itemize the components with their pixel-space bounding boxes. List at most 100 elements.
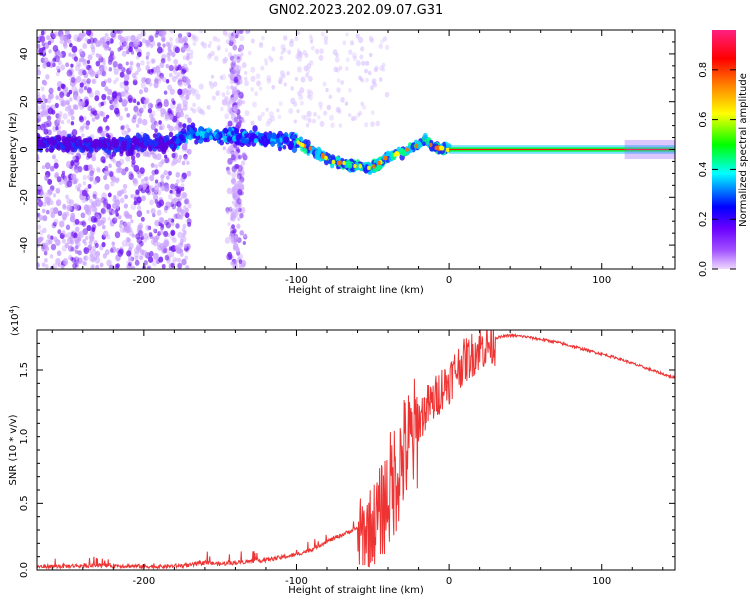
spectrogram-cell	[54, 158, 59, 165]
spectrogram-cell	[172, 100, 176, 105]
spectrogram-cell	[177, 64, 182, 71]
spectrogram-cell	[95, 60, 101, 67]
spectrogram-cell	[377, 160, 381, 166]
spectrogram-cell	[92, 206, 97, 212]
spectrogram-cell	[242, 154, 248, 161]
spectrogram-cell	[238, 259, 243, 264]
spectrogram-cell	[317, 115, 321, 120]
spectrogram-cell	[70, 63, 74, 68]
spectrogram-cell	[311, 118, 317, 124]
spectrogram-cell	[370, 121, 375, 127]
spectrogram-cell	[371, 78, 377, 85]
spectrogram-cell	[223, 96, 229, 103]
spectrogram-cell	[149, 174, 155, 182]
spectrogram-cell	[298, 142, 303, 147]
spectrogram-cell	[46, 234, 51, 240]
spectrogram-cell	[74, 88, 79, 94]
spectrogram-cell	[178, 121, 183, 128]
spectrogram-cell	[232, 104, 238, 112]
spectrogram-cell	[143, 87, 149, 93]
spectrogram-cell	[258, 42, 264, 49]
spectrogram-cell	[89, 198, 93, 204]
spectrogram-cell	[280, 50, 284, 55]
spectrogram-cell	[342, 40, 347, 46]
spectrogram-cell	[154, 169, 159, 175]
spectrogram-cell	[156, 209, 162, 216]
spectrogram-cell	[55, 126, 59, 131]
spectrogram-cell	[160, 159, 165, 165]
spectrogram-cell	[53, 236, 58, 242]
spectrogram-cell	[107, 77, 112, 84]
spectrogram-cell	[177, 158, 182, 164]
spectrogram-cell	[44, 264, 49, 269]
spectrogram-cell	[180, 183, 185, 189]
spectrogram-cell	[303, 65, 309, 72]
spectrogram-cell	[40, 86, 45, 92]
spectrogram-cell	[165, 79, 170, 84]
spectrogram-cell	[368, 70, 372, 76]
spectrogram-cell	[368, 35, 374, 42]
spectrogram-cell	[359, 54, 364, 60]
spectrogram-cell	[118, 162, 122, 167]
spectrogram-cell	[100, 196, 106, 204]
spectrogram-cell	[112, 203, 117, 209]
spectrogram-cell	[184, 114, 189, 120]
spectrogram-cell	[226, 147, 232, 155]
spectrogram-cell	[75, 241, 81, 248]
spectrogram-cell	[166, 124, 171, 129]
spectrogram-cell	[150, 44, 154, 49]
spectrogram-cell	[225, 39, 230, 45]
spectrogram-cell	[78, 88, 84, 94]
y-tick-label: 1.5	[19, 362, 30, 378]
spectrogram-cell	[159, 217, 165, 224]
spectrogram-cell	[310, 45, 315, 51]
spectrogram-cell	[231, 62, 236, 69]
spectrogram-cell	[148, 232, 153, 237]
spectrogram-cell	[85, 120, 91, 126]
spectrogram-cell	[43, 174, 49, 181]
spectrogram-cell	[157, 181, 163, 188]
spectrogram-cell	[244, 30, 250, 35]
spectrogram-cell	[41, 42, 45, 47]
spectrogram-cell	[233, 91, 239, 99]
spectrogram-cell	[191, 91, 196, 97]
spectrogram-cell	[71, 165, 76, 171]
spectrogram-cell	[109, 171, 114, 177]
spectrogram-cell	[136, 169, 140, 175]
spectrogram-cell	[233, 202, 238, 208]
spectrogram-cell	[289, 38, 294, 44]
spectrogram-cell	[37, 184, 43, 192]
spectrogram-cell	[89, 235, 95, 242]
spectrogram-cell	[158, 199, 165, 207]
spectrogram-cell	[93, 217, 98, 223]
spectrogram-cell	[123, 35, 129, 42]
spectrogram-cell	[234, 127, 240, 135]
spectrogram-cell	[266, 74, 272, 81]
spectrogram-cell	[250, 120, 255, 126]
spectrogram-cell	[147, 138, 154, 146]
spectrogram-cell	[61, 170, 66, 175]
spectrogram-cell	[80, 212, 86, 219]
spectrogram-cell	[101, 93, 107, 101]
spectrogram-cell	[91, 50, 96, 56]
spectrogram-cell	[41, 94, 46, 100]
spectrogram-cell	[119, 197, 125, 204]
spectrogram-cell	[299, 100, 304, 106]
snr-scale-close: )	[10, 305, 21, 309]
spectrogram-cell	[204, 132, 210, 139]
spectrogram-cell	[351, 52, 357, 59]
spectrogram-cell	[64, 178, 68, 183]
spectrogram-cell	[320, 152, 325, 158]
spectrogram-cell	[352, 55, 358, 62]
spectrogram-cell	[93, 179, 98, 185]
spectrogram-cell	[160, 184, 166, 192]
spectrogram-cell	[94, 265, 100, 269]
spectrogram-cell	[220, 106, 224, 112]
spectrogram-cell	[265, 107, 269, 112]
spectrogram-cell	[256, 80, 261, 87]
spectrogram-cell	[54, 102, 59, 109]
spectrogram-cell	[148, 78, 152, 83]
spectrogram-cell	[71, 85, 77, 92]
spectrogram-cell	[181, 258, 187, 266]
spectrogram-cell	[56, 117, 62, 124]
